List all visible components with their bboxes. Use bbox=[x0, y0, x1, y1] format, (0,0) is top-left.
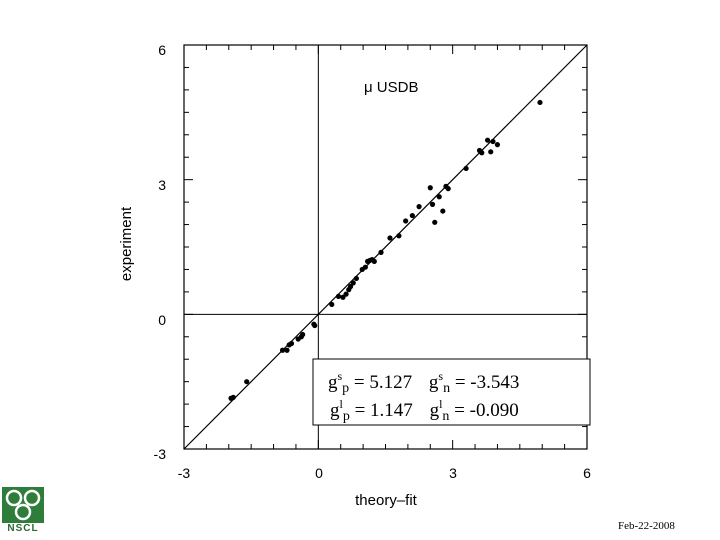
data-point bbox=[479, 150, 485, 156]
data-point bbox=[300, 331, 306, 338]
footer-date: Feb-22-2008 bbox=[618, 520, 675, 532]
data-point bbox=[494, 142, 501, 148]
data-point bbox=[416, 204, 422, 210]
x-tick-label-0: -3 bbox=[178, 465, 191, 481]
data-point bbox=[329, 301, 335, 308]
data-point bbox=[387, 235, 393, 241]
data-point bbox=[343, 291, 349, 297]
identity-line bbox=[183, 44, 588, 450]
series-annotation: μ USDB bbox=[364, 79, 419, 96]
legend-box bbox=[312, 358, 591, 426]
logo-text: NSCL bbox=[7, 523, 39, 534]
data-point bbox=[353, 275, 359, 282]
data-point bbox=[279, 347, 286, 353]
data-point bbox=[436, 194, 442, 200]
data-point bbox=[244, 379, 250, 385]
data-point bbox=[488, 149, 494, 155]
data-point bbox=[429, 201, 436, 207]
data-point bbox=[230, 394, 236, 400]
data-point bbox=[463, 165, 469, 172]
y-axis-title: experiment bbox=[118, 206, 135, 281]
legend-line-2: glp = 1.147 gln = -0.090 bbox=[330, 397, 519, 424]
data-point bbox=[427, 185, 433, 191]
data-point bbox=[312, 322, 318, 329]
data-point bbox=[484, 137, 491, 143]
legend-line-1: gsp = 5.127 gsn = -3.543 bbox=[328, 369, 519, 396]
data-point bbox=[347, 283, 354, 290]
data-point bbox=[440, 208, 446, 214]
data-point bbox=[362, 264, 368, 270]
y-tick-label-2: 3 bbox=[158, 177, 166, 193]
x-axis-title: theory–fit bbox=[355, 492, 418, 509]
data-point bbox=[288, 340, 295, 347]
y-tick-label-1: 0 bbox=[158, 312, 166, 328]
y-tick-label-3: 6 bbox=[158, 42, 166, 58]
data-point bbox=[371, 258, 377, 264]
x-tick-label-1: 0 bbox=[315, 465, 323, 481]
data-point bbox=[284, 347, 290, 353]
nscl-logo-icon bbox=[2, 487, 44, 523]
data-point bbox=[403, 218, 409, 224]
data-point bbox=[378, 249, 384, 255]
x-tick-label-3: 6 bbox=[583, 465, 591, 481]
data-point bbox=[432, 219, 438, 225]
data-point bbox=[490, 138, 496, 145]
data-point bbox=[445, 186, 451, 192]
data-points bbox=[228, 99, 543, 401]
data-point bbox=[335, 293, 342, 299]
axis-ticks bbox=[183, 44, 588, 450]
data-point bbox=[350, 280, 356, 286]
data-point bbox=[537, 99, 543, 106]
data-point bbox=[409, 212, 415, 219]
data-point bbox=[396, 233, 402, 239]
y-tick-label-0: -3 bbox=[154, 446, 167, 462]
reference-line bbox=[183, 44, 588, 450]
x-tick-label-2: 3 bbox=[449, 465, 457, 481]
